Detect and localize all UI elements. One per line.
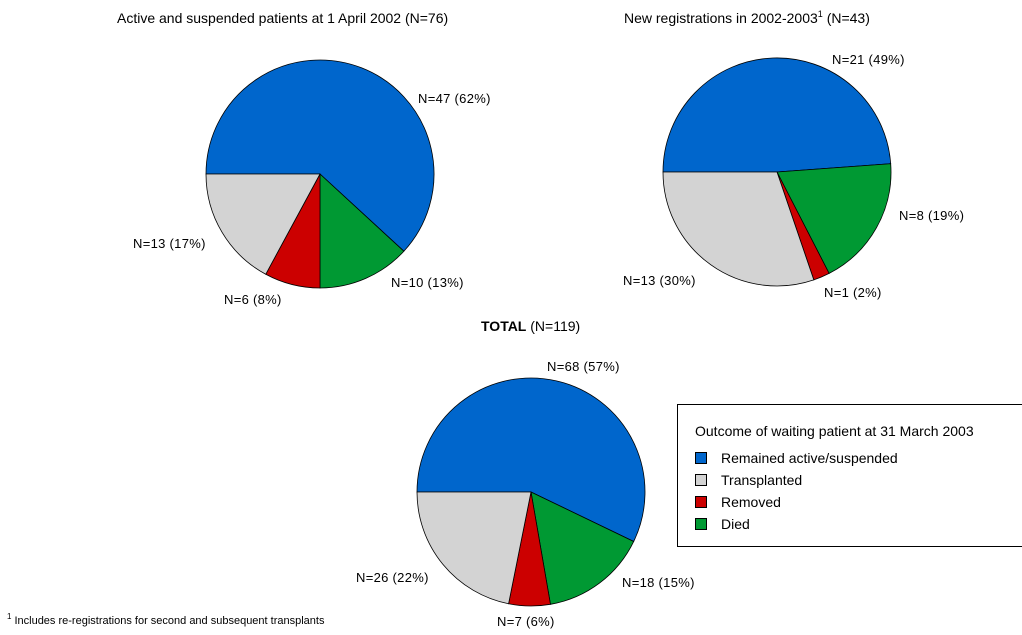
pie3-title-n: (N=119) xyxy=(530,318,581,334)
pie3-label-transplanted: N=26 (22%) xyxy=(356,570,429,585)
legend-item-died: Died xyxy=(695,516,750,532)
pie3-slice-died xyxy=(530,491,635,605)
pie2-slice-transplanted xyxy=(662,171,815,287)
pie2-label-removed: N=1 (2%) xyxy=(824,285,882,300)
pie1-slice-remained xyxy=(205,59,435,252)
pie2-label-died: N=8 (19%) xyxy=(899,208,965,223)
legend-label-remained: Remained active/suspended xyxy=(721,450,898,466)
legend-item-transplanted: Transplanted xyxy=(695,472,802,488)
legend-title: Outcome of waiting patient at 31 March 2… xyxy=(695,423,974,439)
pie3-label-remained: N=68 (57%) xyxy=(547,359,620,374)
chart-legend: Outcome of waiting patient at 31 March 2… xyxy=(677,404,1022,547)
pie3-label-removed: N=7 (6%) xyxy=(497,614,555,629)
footnote-marker: 1 xyxy=(7,612,12,621)
legend-swatch-transplanted xyxy=(695,474,707,486)
pie2-title: New registrations in 2002-20031 (N=43) xyxy=(624,9,870,27)
pie2-label-remained: N=21 (49%) xyxy=(832,52,905,67)
pie3-slice-transplanted xyxy=(416,491,532,605)
pie2-title-main: New registrations in 2002-2003 xyxy=(624,10,818,26)
legend-swatch-died xyxy=(695,518,707,530)
pie1-title-main: Active and suspended patients at 1 April… xyxy=(117,10,402,26)
legend-item-remained: Remained active/suspended xyxy=(695,450,898,466)
pie2-slice-remained xyxy=(662,57,892,173)
legend-item-removed: Removed xyxy=(695,494,781,510)
pie2-slice-died xyxy=(776,163,892,274)
pie1-label-transplanted: N=13 (17%) xyxy=(133,236,206,251)
pie1-slice-transplanted xyxy=(205,173,321,275)
legend-label-removed: Removed xyxy=(721,494,781,510)
pie1-label-removed: N=6 (8%) xyxy=(224,292,282,307)
pie3-slice-remained xyxy=(416,377,646,542)
pie1-label-died: N=10 (13%) xyxy=(391,275,464,290)
legend-swatch-removed xyxy=(695,496,707,508)
pie3-title: TOTAL (N=119) xyxy=(481,318,580,334)
footnote-text: Includes re-registrations for second and… xyxy=(14,615,325,627)
pie3-title-main: TOTAL xyxy=(481,318,527,334)
footnote: 1 Includes re-registrations for second an… xyxy=(7,612,325,628)
pie2-title-footnote-marker: 1 xyxy=(817,9,823,19)
legend-swatch-remained xyxy=(695,452,707,464)
pie1-title-n: (N=76) xyxy=(404,10,449,26)
pie3-label-died: N=18 (15%) xyxy=(622,575,695,590)
legend-label-died: Died xyxy=(721,516,750,532)
pie2-title-n: (N=43) xyxy=(826,10,870,26)
pie2-label-transplanted: N=13 (30%) xyxy=(623,273,696,288)
pie1-label-remained: N=47 (62%) xyxy=(418,91,491,106)
pie1-title: Active and suspended patients at 1 April… xyxy=(117,10,448,26)
pie1-slice-died xyxy=(319,173,405,289)
legend-label-transplanted: Transplanted xyxy=(721,472,803,488)
